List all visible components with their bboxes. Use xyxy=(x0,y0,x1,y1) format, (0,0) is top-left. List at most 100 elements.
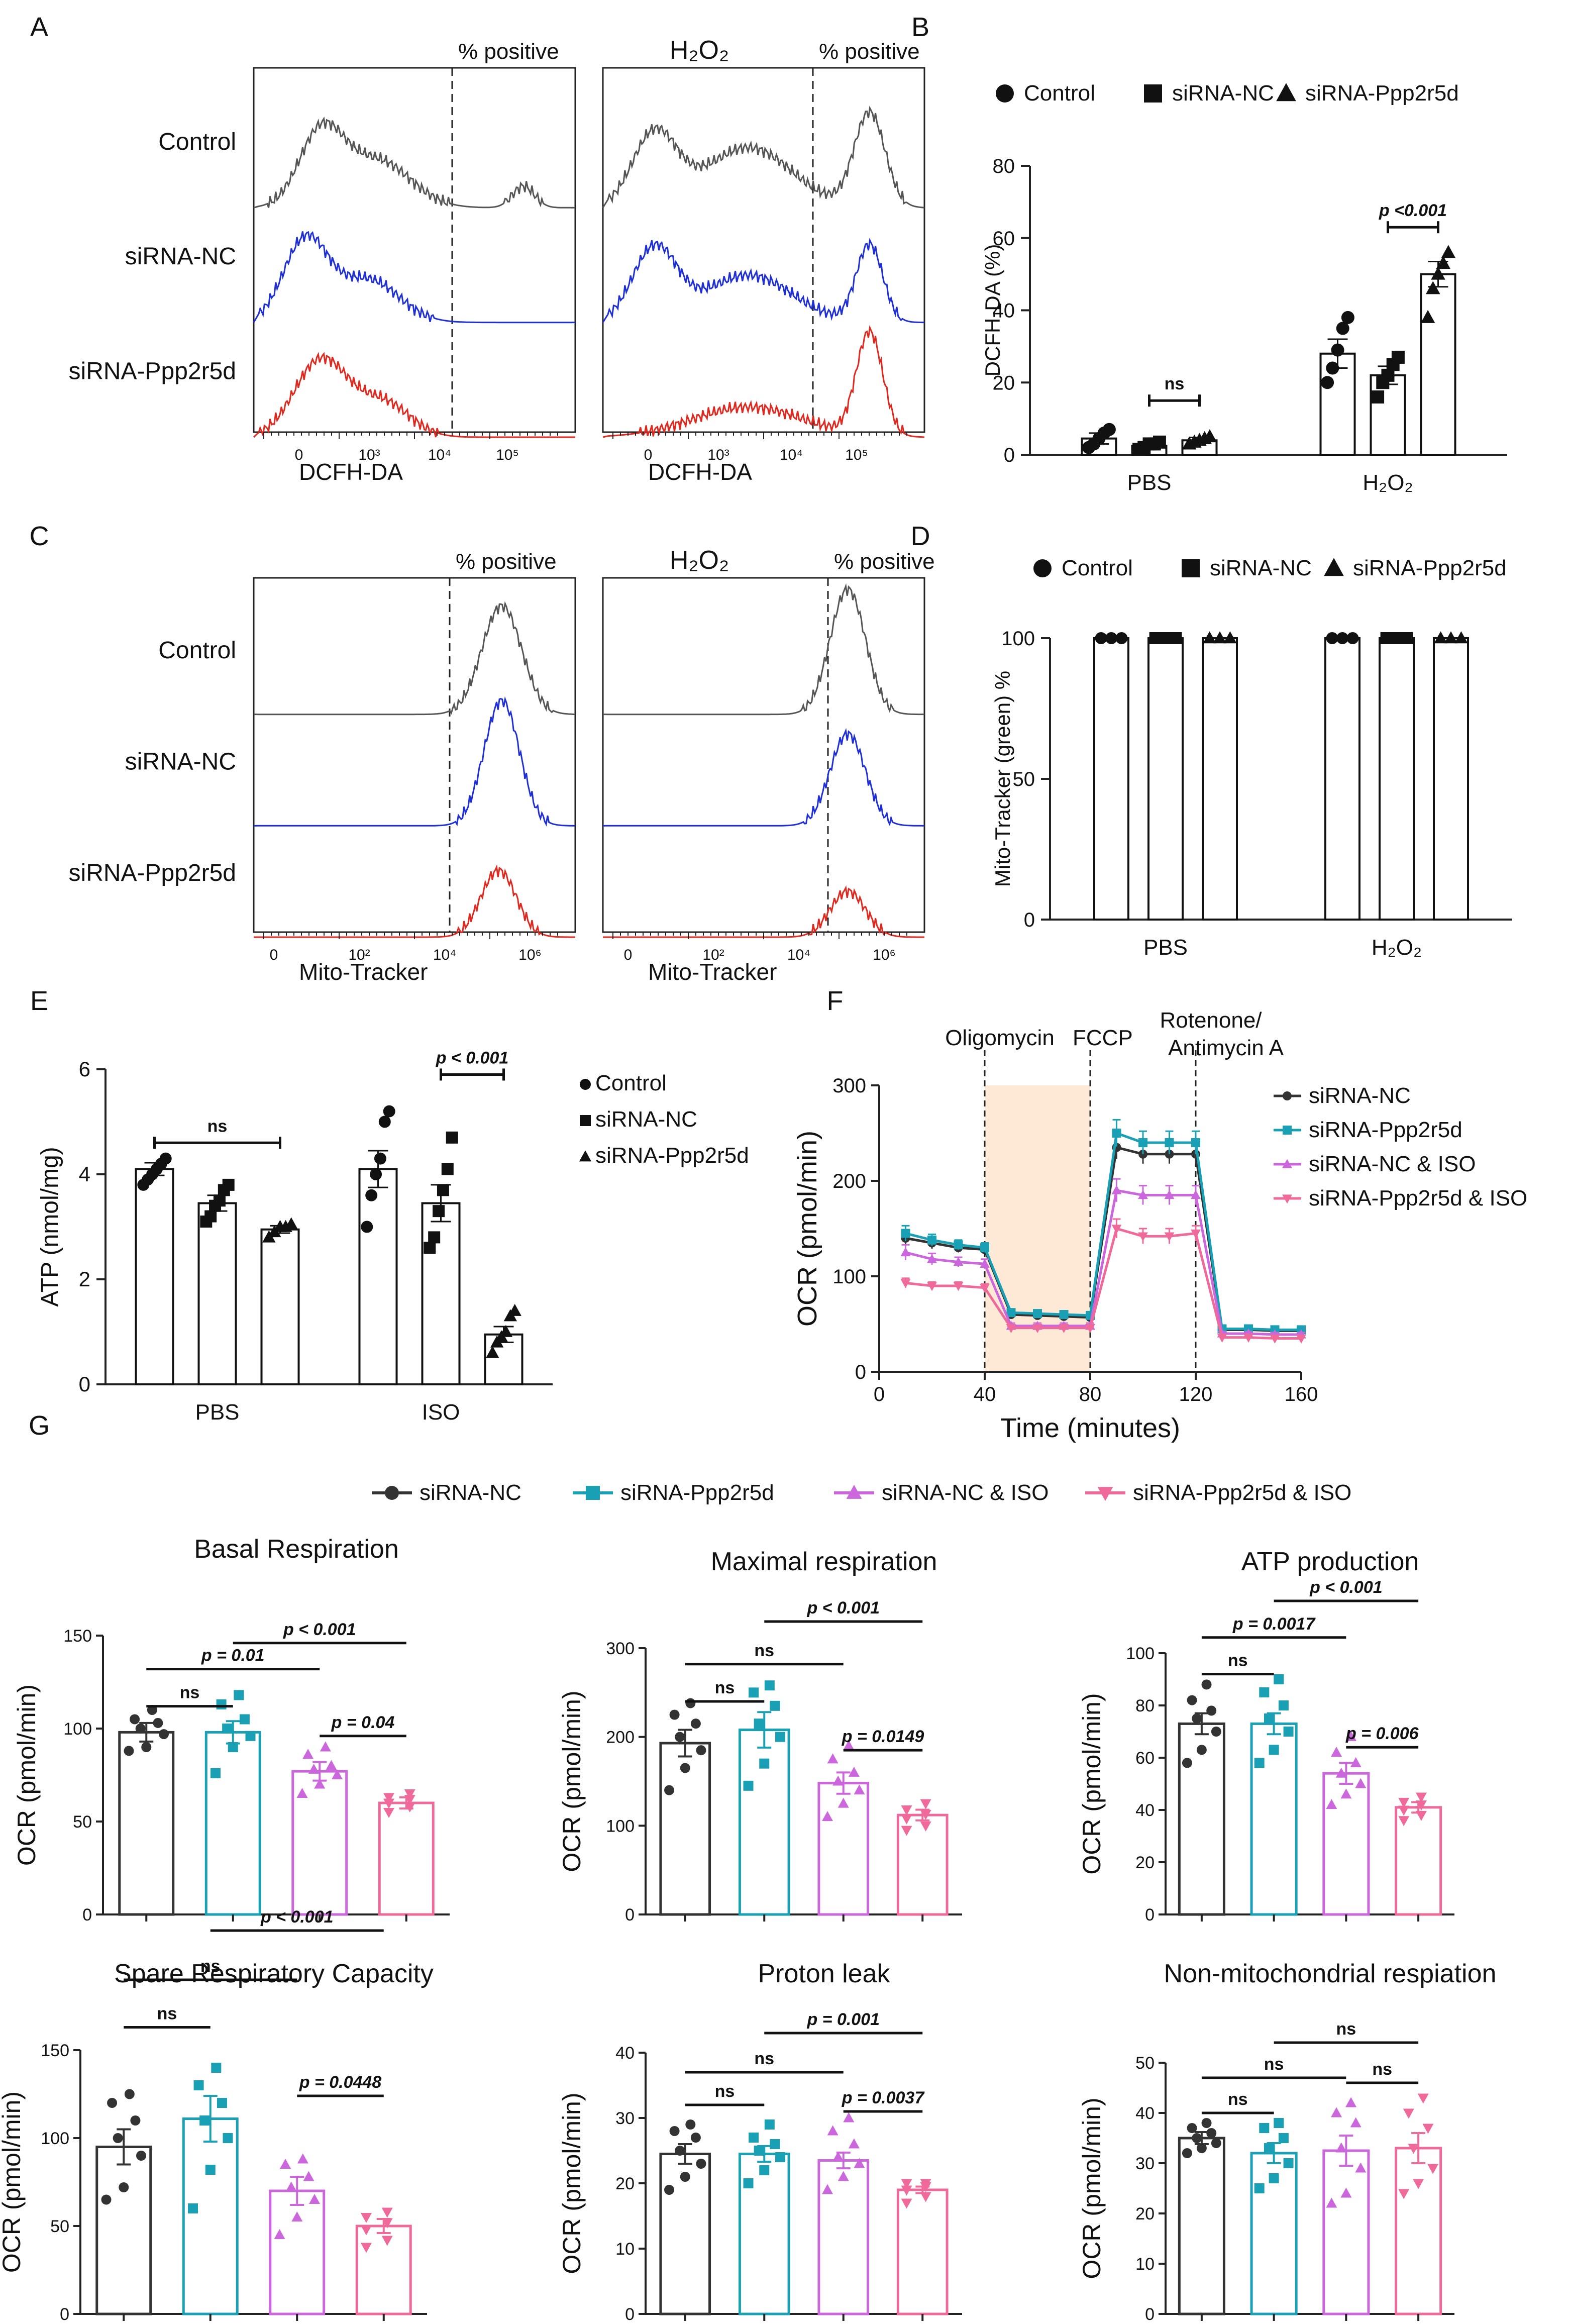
y-tick-label: 20 xyxy=(993,372,1015,394)
axis-tick-label: 0 xyxy=(295,447,303,463)
data-point xyxy=(1341,311,1354,324)
bar-sirna-nc xyxy=(421,1202,461,1386)
data-point xyxy=(223,2133,233,2143)
legend-marker xyxy=(996,84,1014,103)
data-point xyxy=(222,1724,233,1734)
data-point xyxy=(690,1719,701,1729)
data-point xyxy=(381,2207,393,2218)
data-point xyxy=(1187,2123,1197,2133)
data-point xyxy=(136,2151,147,2161)
x-category-label: PBS xyxy=(195,1400,239,1425)
data-point xyxy=(827,2125,839,2136)
data-point xyxy=(900,1279,911,1288)
axis-tick-label: 10⁴ xyxy=(428,447,451,463)
legend-marker xyxy=(1282,1159,1292,1168)
axis-tick-label: 10⁵ xyxy=(845,447,868,463)
data-point xyxy=(309,2194,321,2204)
data-point xyxy=(153,1717,163,1728)
significance-label: ns xyxy=(1228,1651,1248,1670)
data-point xyxy=(433,1205,445,1218)
data-point xyxy=(920,1809,931,1820)
data-point xyxy=(365,1189,378,1201)
axis-tick-label: 10³ xyxy=(358,447,380,463)
data-point xyxy=(1398,2189,1410,2199)
data-point xyxy=(1202,429,1217,443)
bar-sirna-nc xyxy=(1178,2137,1225,2315)
data-point xyxy=(332,1769,343,1779)
y-tick-label: 20 xyxy=(1135,2204,1155,2224)
data-point xyxy=(234,1690,244,1700)
y-axis-label: OCR (pmol/min) xyxy=(1078,1693,1106,1874)
legend-label: siRNA-NC & ISO xyxy=(882,1480,1049,1505)
y-axis-label: DCFH-DA (%) xyxy=(981,244,1004,377)
legend-label: siRNA-Ppp2r5d xyxy=(1309,1118,1462,1142)
histogram-box xyxy=(253,577,576,933)
data-point xyxy=(228,1742,238,1752)
significance-label: p = 0.04 xyxy=(331,1713,395,1732)
positive-label: % positive xyxy=(458,39,559,64)
data-point xyxy=(901,2179,912,2189)
legend-marker xyxy=(579,1150,592,1162)
data-point xyxy=(1182,2148,1192,2158)
data-point xyxy=(1340,1788,1352,1799)
data-point xyxy=(1138,1232,1148,1242)
data-point xyxy=(383,1808,394,1818)
data-point xyxy=(499,1325,513,1337)
histogram-curve-control xyxy=(602,583,925,716)
data-point xyxy=(1170,632,1182,644)
data-point xyxy=(1164,1232,1175,1242)
bar-sirna-nc & iso xyxy=(1322,2149,1370,2315)
y-tick-label: 4 xyxy=(79,1162,90,1186)
data-point xyxy=(927,1282,937,1291)
y-axis-label: OCR (pmol/min) xyxy=(792,1131,822,1327)
data-point xyxy=(1111,1225,1122,1234)
annotation-rotenone: Rotenone/ xyxy=(1160,1008,1262,1033)
data-point xyxy=(1422,2124,1434,2134)
significance-label: ns xyxy=(1165,374,1185,393)
y-tick-label: 30 xyxy=(1135,2154,1155,2173)
data-point xyxy=(205,2165,216,2175)
significance-label: p = 0.0037 xyxy=(842,2088,925,2107)
bar-sirna-ppp2r5d xyxy=(182,2117,239,2315)
data-point xyxy=(404,1789,415,1799)
data-point xyxy=(1415,1810,1427,1821)
data-point xyxy=(1444,631,1458,644)
y-tick-label: 50 xyxy=(73,1812,92,1832)
axis-tick-label: 10⁴ xyxy=(433,947,456,963)
series-line-sirna-nc & iso xyxy=(905,1189,1301,1336)
data-point xyxy=(1296,1334,1306,1344)
data-point xyxy=(1033,1309,1042,1319)
data-point xyxy=(901,1826,912,1836)
data-point xyxy=(1105,632,1117,644)
y-tick-label: 300 xyxy=(606,1639,635,1658)
significance-label: p = 0.006 xyxy=(1345,1724,1419,1743)
data-point xyxy=(1355,1778,1367,1788)
data-point xyxy=(1095,632,1107,644)
data-point xyxy=(222,1178,235,1191)
significance-label: p < 0.001 xyxy=(436,1048,509,1067)
data-point xyxy=(854,1784,865,1795)
data-point xyxy=(159,1729,169,1740)
legend-marker xyxy=(1276,83,1296,102)
y-tick-label: 200 xyxy=(606,1728,635,1747)
data-point xyxy=(1213,631,1227,644)
data-point xyxy=(1191,1229,1201,1239)
data-point xyxy=(446,1131,458,1144)
data-point xyxy=(1192,2133,1202,2143)
data-point xyxy=(1217,1333,1227,1343)
y-tick-label: 50 xyxy=(1135,2054,1155,2073)
y-tick-label: 80 xyxy=(993,155,1015,177)
significance-label: ns xyxy=(207,1117,228,1136)
legend-label: siRNA-NC & ISO xyxy=(1309,1152,1476,1176)
bar-control xyxy=(358,1168,398,1386)
axis-tick-label: 10² xyxy=(702,947,724,963)
data-point xyxy=(685,2119,696,2130)
data-point xyxy=(1278,1700,1289,1710)
significance-label: ns xyxy=(1228,2090,1248,2109)
data-point xyxy=(927,1254,937,1263)
data-point xyxy=(822,1811,833,1822)
data-point xyxy=(1211,2138,1221,2148)
data-point xyxy=(1441,245,1456,258)
data-point xyxy=(827,1753,839,1764)
significance-label: ns xyxy=(754,2049,774,2068)
